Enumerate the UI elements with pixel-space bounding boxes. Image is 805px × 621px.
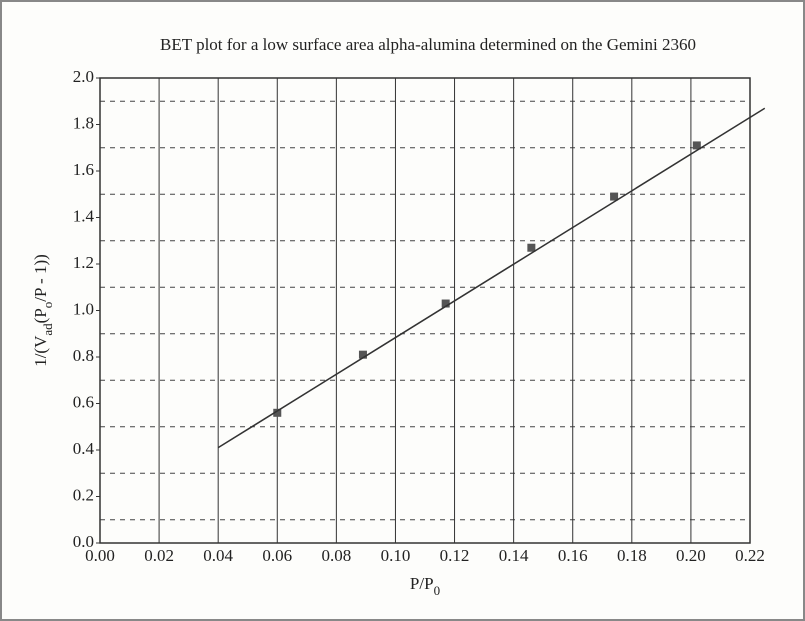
y-tick-label: 0.6: [73, 392, 94, 411]
data-point: [527, 244, 535, 252]
y-tick-label: 2.0: [73, 67, 94, 86]
y-tick-label: 1.4: [73, 206, 95, 225]
x-tick-label: 0.12: [440, 546, 470, 565]
y-tick-label: 0.2: [73, 485, 94, 504]
y-tick-label: 0.0: [73, 532, 94, 551]
chart-title: BET plot for a low surface area alpha-al…: [160, 35, 696, 54]
x-tick-label: 0.22: [735, 546, 765, 565]
x-tick-label: 0.02: [144, 546, 174, 565]
x-tick-label: 0.18: [617, 546, 647, 565]
x-tick-label: 0.08: [321, 546, 351, 565]
x-axis-label-part: 0: [434, 583, 441, 598]
y-tick-label: 1.0: [73, 299, 94, 318]
x-tick-label: 0.14: [499, 546, 529, 565]
x-tick-label: 0.10: [381, 546, 411, 565]
y-tick-label: 1.6: [73, 160, 94, 179]
y-tick-label: 1.2: [73, 253, 94, 272]
x-tick-label: 0.04: [203, 546, 233, 565]
y-axis-label-part: /P - 1)): [31, 254, 50, 302]
x-tick-label: 0.20: [676, 546, 706, 565]
x-axis-label-part: P/P: [410, 574, 434, 593]
frame: [1, 1, 804, 620]
x-tick-label: 0.06: [262, 546, 292, 565]
x-tick-label: 0.16: [558, 546, 588, 565]
y-tick-label: 0.8: [73, 346, 94, 365]
chart: BET plot for a low surface area alpha-al…: [0, 0, 805, 621]
y-axis-label-part: 1/(V: [31, 335, 50, 367]
y-axis-label-part: ad: [40, 323, 55, 336]
y-tick-label: 0.4: [73, 439, 95, 458]
y-axis-label-part: (P: [31, 308, 50, 323]
y-tick-label: 1.8: [73, 113, 94, 132]
